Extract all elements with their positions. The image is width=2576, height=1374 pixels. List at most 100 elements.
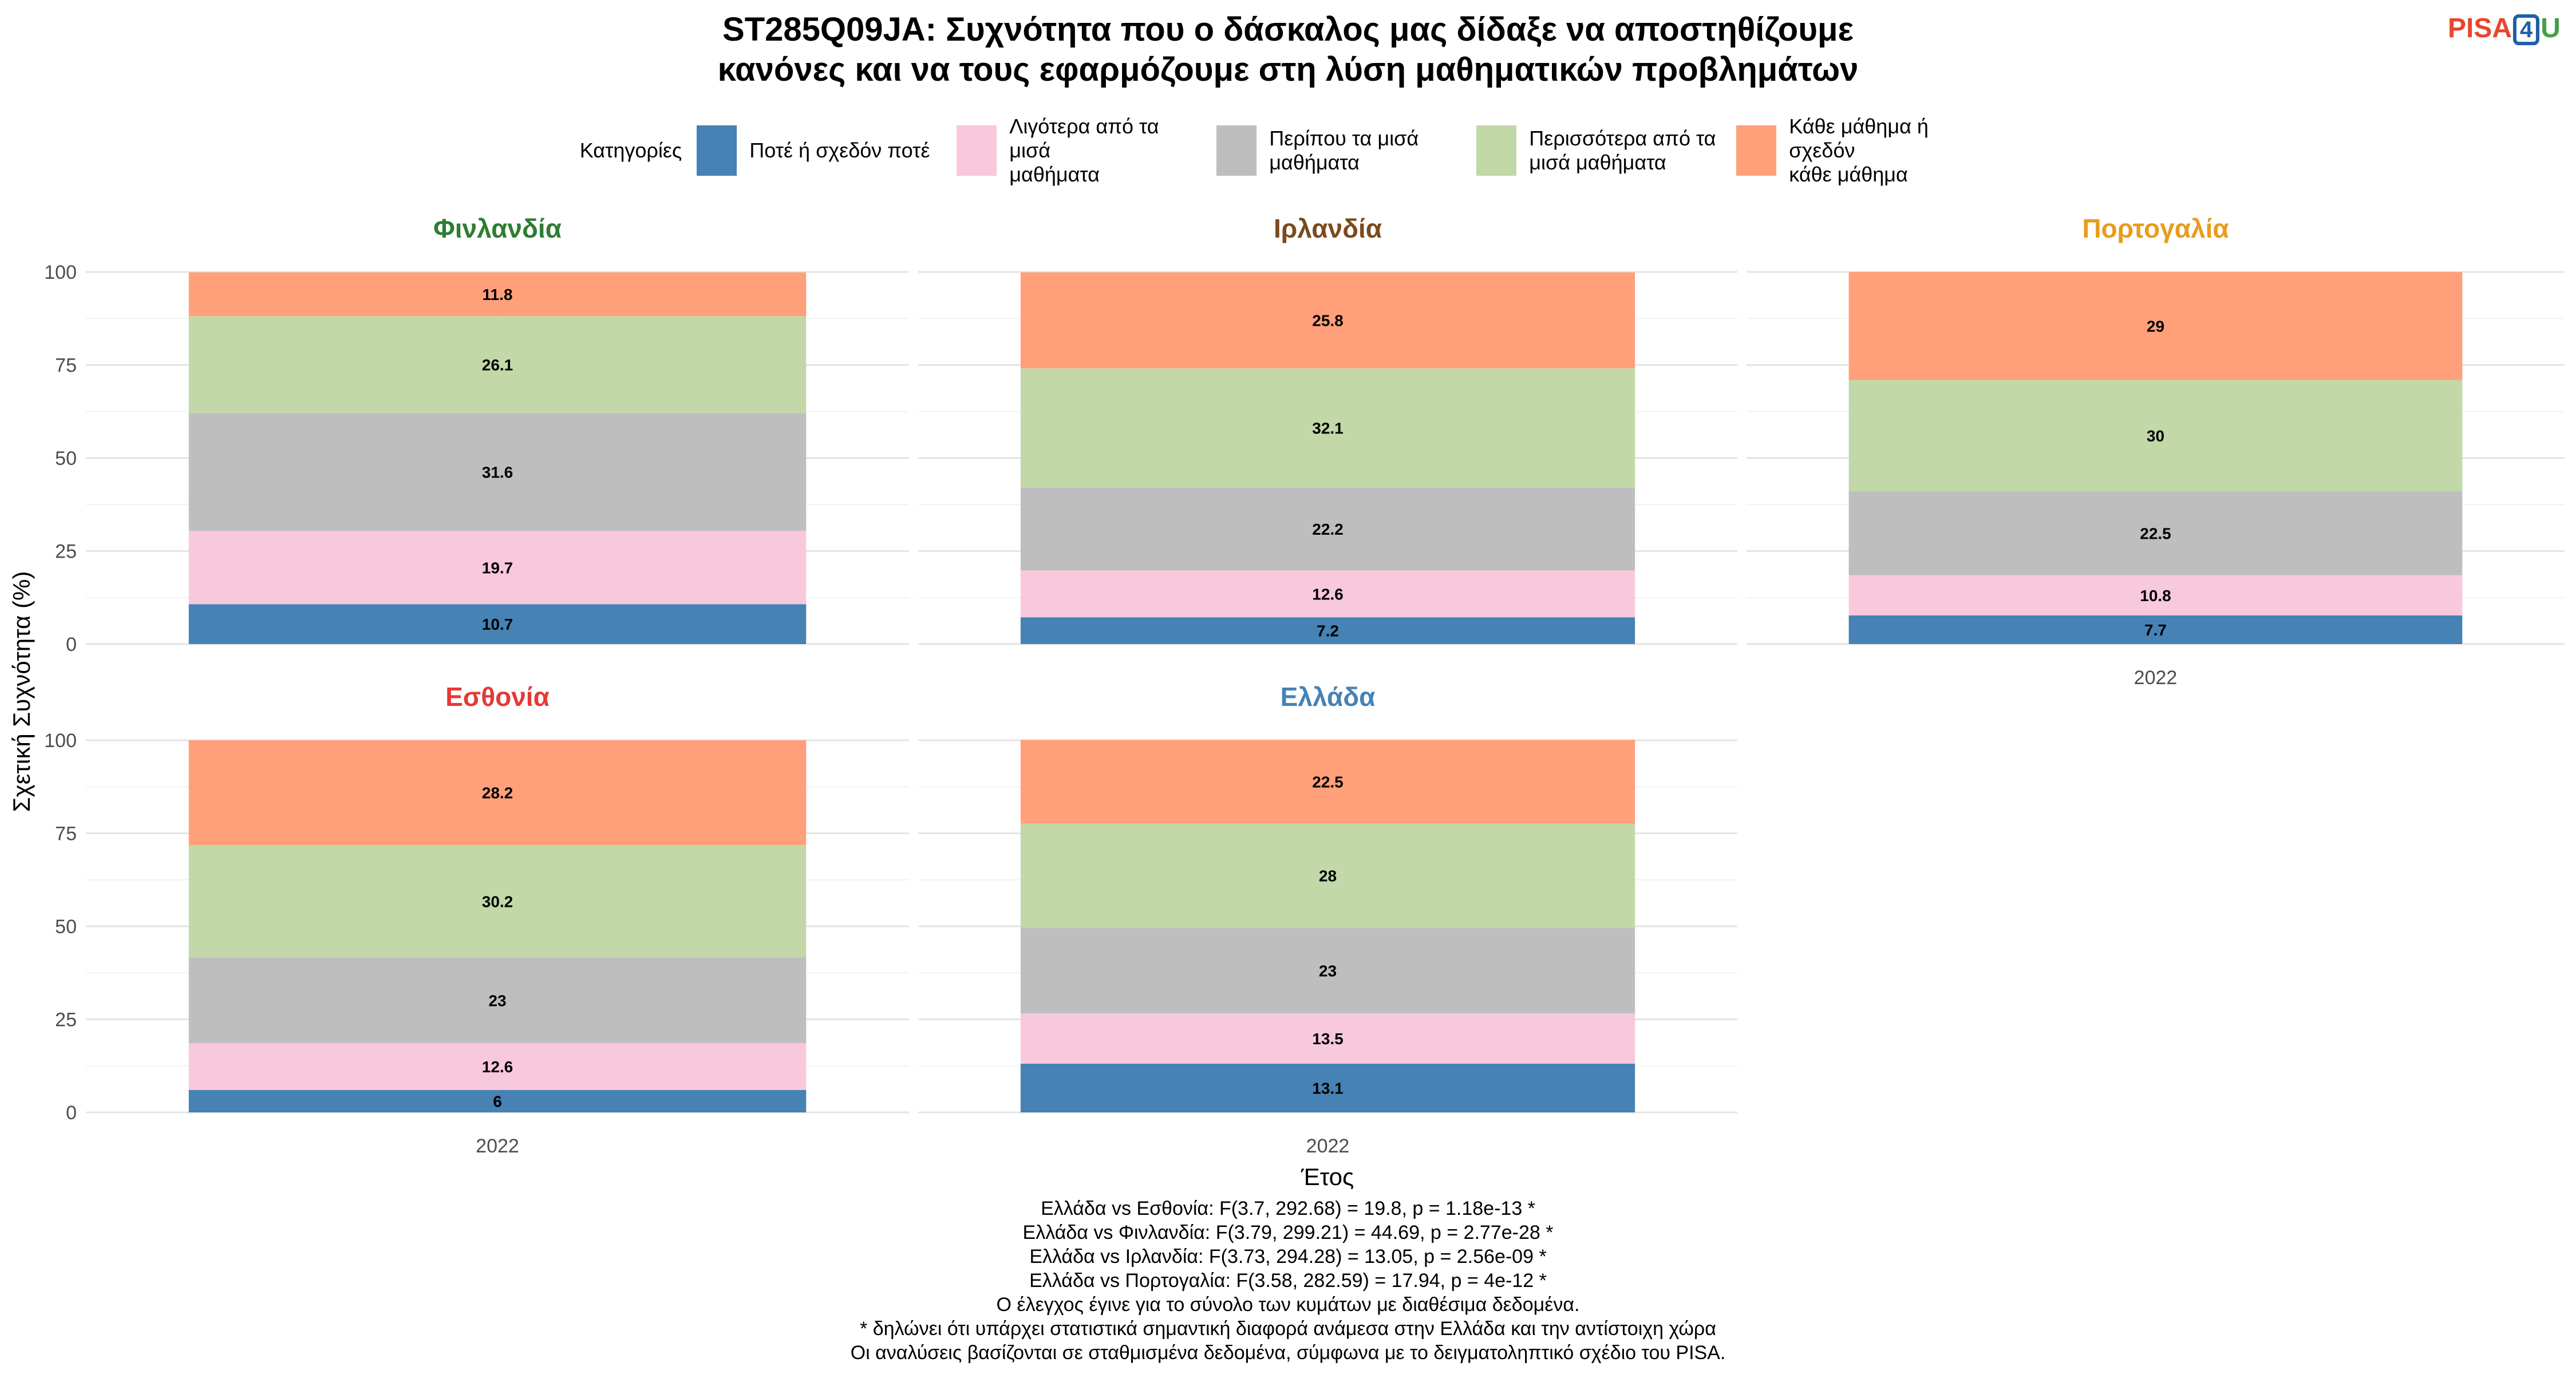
data-label: 12.6 — [482, 1058, 513, 1076]
chart-legend: Κατηγορίες Ποτέ ή σχεδόν ποτέ Λιγότερα α… — [0, 114, 2576, 187]
data-label: 19.7 — [482, 559, 513, 577]
pisa4u-logo: PISA 4 U — [2448, 11, 2561, 46]
bar-segment — [1848, 272, 2463, 380]
bar-segment — [188, 845, 807, 958]
bar-segment — [188, 413, 807, 531]
bar-segment — [188, 272, 807, 317]
x-tick-label: 2022 — [476, 1135, 519, 1157]
legend-label-line: μαθήματα — [1009, 163, 1100, 186]
data-label: 28.2 — [482, 784, 513, 802]
legend-label: Κάθε μάθημα ή σχεδόν κάθε μάθημα — [1789, 114, 1984, 187]
legend-title: Κατηγορίες — [579, 139, 682, 162]
data-label: 10.7 — [482, 615, 513, 633]
legend-swatch — [957, 125, 997, 176]
data-label: 7.7 — [2144, 621, 2167, 639]
note-line: Ελλάδα vs Πορτογαλία: F(3.58, 282.59) = … — [1029, 1270, 1547, 1292]
bar-segment — [1848, 575, 2463, 615]
y-tick-label: 50 — [55, 448, 77, 469]
data-label: 28 — [1319, 867, 1337, 885]
y-tick-label: 100 — [44, 730, 77, 752]
data-label: 6 — [493, 1093, 502, 1111]
y-tick-label: 25 — [55, 1009, 77, 1031]
legend-item-never: Ποτέ ή σχεδόν ποτέ — [697, 125, 944, 176]
panel-title: Ελλάδα — [1281, 682, 1376, 712]
legend-label-line: Ποτέ ή σχεδόν ποτέ — [749, 139, 930, 162]
bar-segment — [1848, 491, 2463, 575]
legend-swatch — [1736, 125, 1777, 176]
legend-label-line: μισά μαθήματα — [1529, 151, 1666, 174]
legend-label-line: Περισσότερα από τα — [1529, 127, 1716, 150]
logo-four-text: 4 — [2513, 14, 2540, 45]
data-label: 13.1 — [1312, 1079, 1344, 1097]
data-label: 25.8 — [1312, 312, 1344, 330]
bar-segment — [188, 604, 807, 644]
panel-title: Εσθονία — [445, 682, 550, 712]
legend-label-line: Κάθε μάθημα ή σχεδόν — [1789, 114, 1929, 162]
y-tick-label: 75 — [55, 823, 77, 845]
statistical-notes: Ελλάδα vs Εσθονία: F(3.7, 292.68) = 19.8… — [0, 1197, 2576, 1365]
note-line: Οι αναλύσεις βασίζονται σε σταθμισμένα δ… — [850, 1342, 1726, 1364]
bar-segment — [1020, 823, 1635, 928]
legend-label: Ποτέ ή σχεδόν ποτέ — [749, 139, 944, 163]
panel-title: Πορτογαλία — [2082, 214, 2229, 243]
data-label: 11.8 — [483, 286, 513, 303]
x-tick-label: 2022 — [1306, 1135, 1350, 1157]
bar-segment — [188, 316, 807, 413]
data-label: 23 — [1319, 962, 1337, 980]
legend-label: Λιγότερα από τα μισά μαθήματα — [1009, 114, 1204, 187]
note-line: Ο έλεγχος έγινε για το σύνολο των κυμάτω… — [996, 1294, 1580, 1316]
y-tick-label: 75 — [55, 355, 77, 377]
bar-segment — [1848, 615, 2463, 644]
bar-segment — [188, 1043, 807, 1090]
bar-segment — [1020, 617, 1635, 644]
legend-swatch — [697, 125, 737, 176]
logo-pisa-text: PISA — [2448, 13, 2512, 44]
bar-segment — [1020, 570, 1635, 618]
bar-segment — [188, 531, 807, 605]
x-tick-label: 2022 — [2134, 667, 2178, 689]
note-line: Ελλάδα vs Φινλανδία: F(3.79, 299.21) = 4… — [1022, 1222, 1554, 1243]
data-label: 13.5 — [1312, 1030, 1344, 1048]
bar-segment — [1848, 380, 2463, 492]
x-axis-title: Έτος — [1301, 1163, 1354, 1190]
note-line: Ελλάδα vs Ιρλανδία: F(3.73, 294.28) = 13… — [1029, 1246, 1547, 1268]
data-label: 10.8 — [2140, 587, 2171, 605]
legend-item-less-than-half: Λιγότερα από τα μισά μαθήματα — [957, 114, 1204, 187]
bar-segment — [1020, 272, 1635, 369]
data-label: 12.6 — [1312, 585, 1344, 603]
legend-item-every-lesson: Κάθε μάθημα ή σχεδόν κάθε μάθημα — [1736, 114, 1984, 187]
bar-segment — [188, 740, 807, 846]
bar-segment — [1020, 1063, 1635, 1112]
data-label: 7.2 — [1317, 622, 1339, 640]
legend-swatch — [1476, 125, 1517, 176]
legend-swatch — [1216, 125, 1257, 176]
bar-segment — [1020, 368, 1635, 488]
legend-label: Περισσότερα από τα μισά μαθήματα — [1529, 127, 1724, 175]
data-label: 29 — [2147, 317, 2164, 335]
bar-segment — [1020, 1013, 1635, 1064]
note-line: Ελλάδα vs Εσθονία: F(3.7, 292.68) = 19.8… — [1041, 1198, 1535, 1219]
legend-label-line: μαθήματα — [1269, 151, 1360, 174]
panel-title: Ιρλανδία — [1274, 214, 1382, 243]
y-tick-label: 0 — [66, 634, 77, 656]
data-label: 26.1 — [482, 356, 513, 374]
y-tick-label: 50 — [55, 916, 77, 938]
legend-label-line: Λιγότερα από τα μισά — [1009, 114, 1159, 162]
legend-item-about-half: Περίπου τα μισά μαθήματα — [1216, 125, 1464, 176]
panel-title: Φινλανδία — [433, 214, 562, 243]
y-axis-title: Σχετική Συχνότητα (%) — [8, 571, 35, 812]
bar-segment — [1020, 488, 1635, 571]
y-tick-label: 0 — [66, 1102, 77, 1124]
data-label: 30 — [2147, 427, 2164, 445]
data-label: 22.2 — [1312, 520, 1344, 538]
note-line: * δηλώνει ότι υπάρχει στατιστικά σημαντι… — [860, 1318, 1716, 1340]
data-label: 22.5 — [2140, 525, 2171, 543]
data-label: 31.6 — [482, 464, 513, 481]
logo-u-text: U — [2541, 13, 2561, 44]
bar-segment — [1020, 927, 1635, 1014]
bar-segment — [188, 1090, 807, 1112]
bar-segment — [1020, 740, 1635, 824]
y-tick-label: 100 — [44, 262, 77, 283]
data-label: 32.1 — [1312, 420, 1344, 437]
